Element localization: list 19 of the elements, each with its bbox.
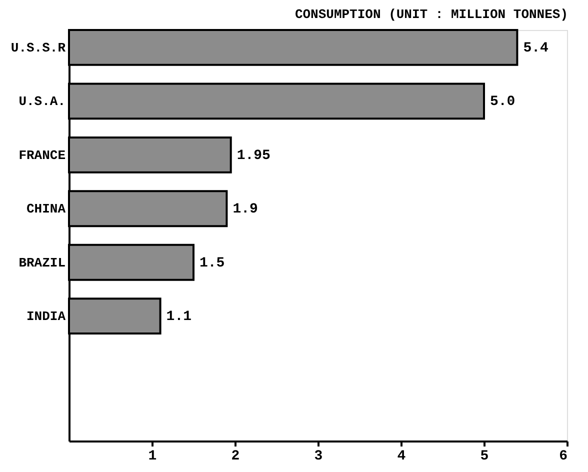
y-tick-label: CHINA <box>26 202 66 217</box>
data-label: 1.95 <box>236 148 270 164</box>
y-tick-label: U.S.A. <box>18 94 66 110</box>
y-tick-label: FRANCE <box>18 148 66 163</box>
x-tick-label: 3 <box>314 448 323 464</box>
y-tick-label: INDIA <box>26 309 66 324</box>
data-label: 5.4 <box>523 40 548 56</box>
y-tick-label: U.S.S.R <box>10 40 66 56</box>
x-tick-label: 6 <box>559 448 568 464</box>
chart-title: CONSUMPTION (UNIT : MILLION TONNES) <box>294 7 568 22</box>
data-label: 1.5 <box>200 255 225 272</box>
data-label: 1.1 <box>166 309 192 326</box>
x-tick-label: 5 <box>480 448 489 464</box>
x-tick-label: 1 <box>148 448 157 464</box>
data-label: 5.0 <box>490 94 516 110</box>
x-tick-label: 4 <box>397 448 406 464</box>
data-label: 1.9 <box>232 202 258 218</box>
x-tick-label: 2 <box>231 448 240 464</box>
y-tick-label: BRAZIL <box>18 255 66 270</box>
